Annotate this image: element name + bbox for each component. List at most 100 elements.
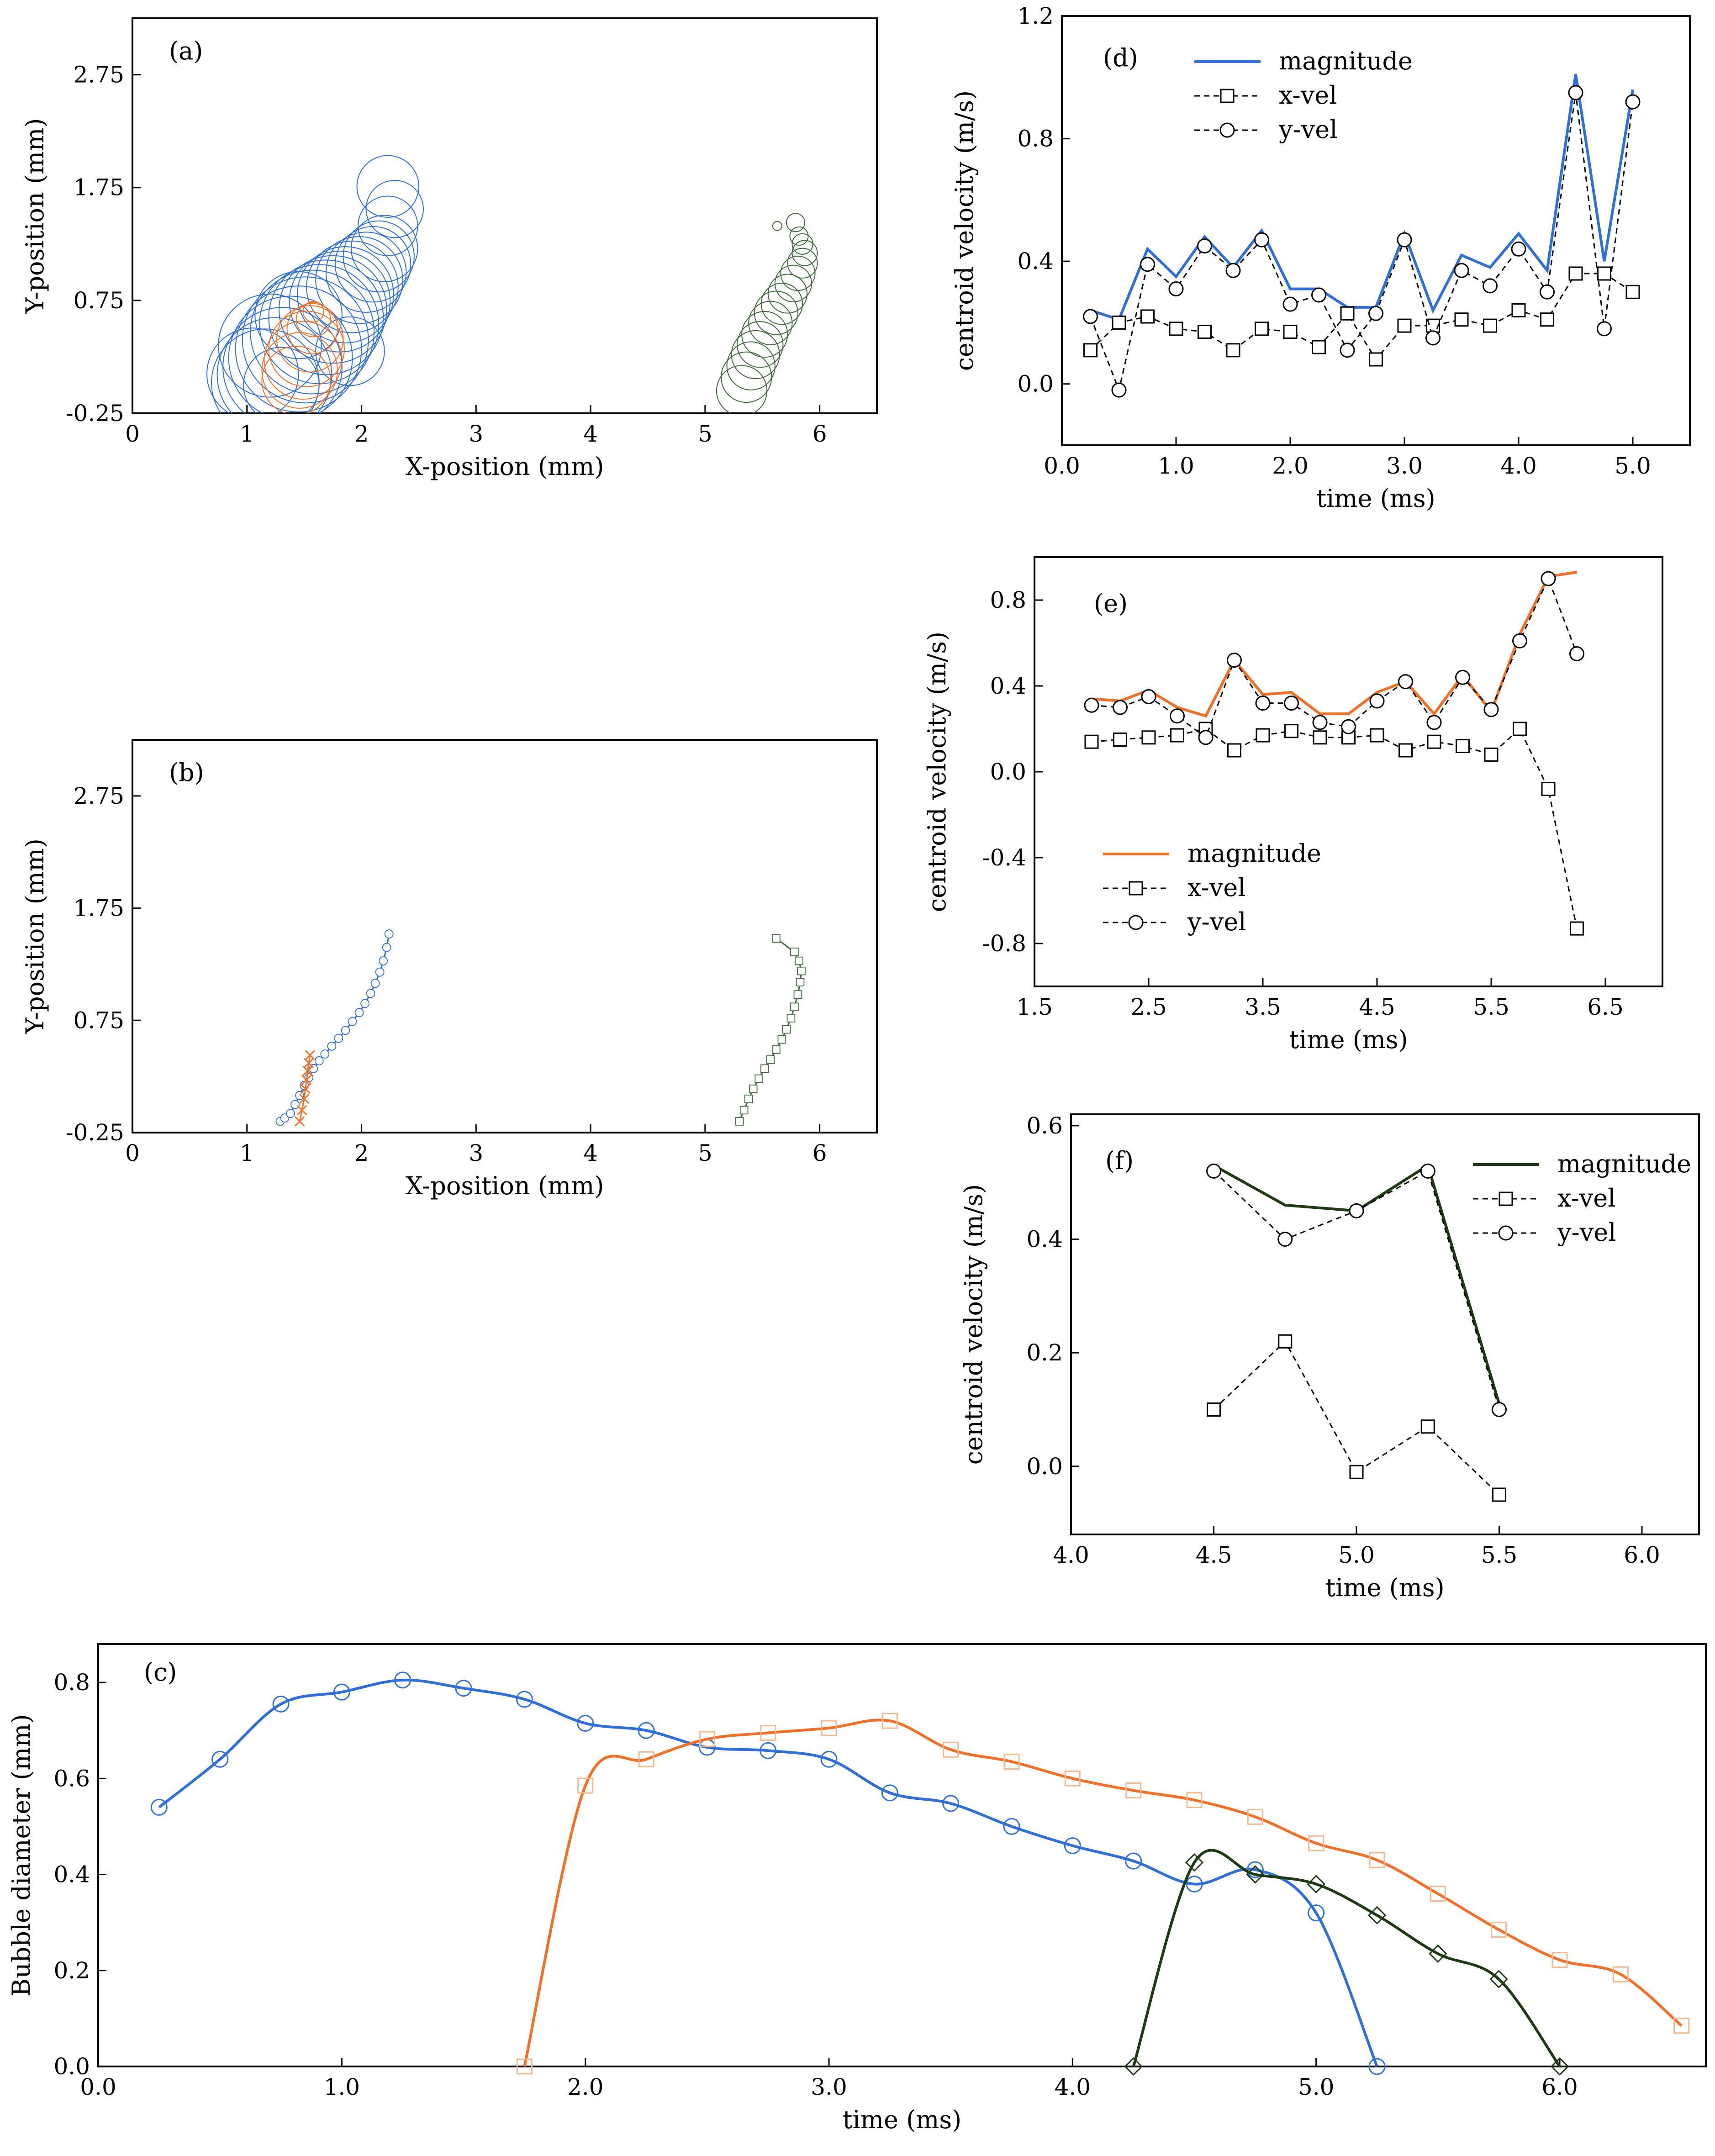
circle-marker-traj [348,1017,357,1026]
circle-marker-y-vel-d [1540,284,1555,300]
circle-marker [150,1798,168,1816]
circle-marker [272,1695,290,1713]
circle-marker-y-vel-d [1454,263,1469,278]
circle-marker [1246,1861,1264,1878]
diameter-marker [760,1742,777,1759]
circle-marker-traj [341,1026,350,1035]
y-tick-label-a: -0.25 [66,400,124,427]
square-marker-x-vel-d [1198,325,1212,339]
panel-label-b: (b) [169,758,204,787]
diamond-marker [1367,1906,1387,1925]
circle-marker-y-vel-d [1083,309,1098,324]
bubble-outline-circle [286,303,338,354]
square-marker-x-vel-e [1313,730,1327,745]
x-tick-label-e: 6.5 [1587,994,1624,1020]
bubble-outline-circle [787,248,818,279]
x-vel-line-f [1213,1340,1500,1496]
circle-marker-legend-d [1219,122,1235,138]
square-marker-x-vel-e [1256,728,1270,743]
square-marker-x-vel-d [1255,322,1269,336]
square-marker-x-vel-f [1278,1334,1293,1349]
x-tick-label-b: 2 [354,1140,369,1166]
y-tick-label-c: 0.6 [53,1765,90,1792]
panel-label-a: (a) [169,37,203,65]
diameter-marker [1125,1852,1142,1870]
diameter-marker [1186,1876,1203,1893]
diameter-marker [1125,1782,1142,1799]
square-marker-traj [766,1055,775,1064]
diamond-marker [1550,2057,1569,2076]
circle-marker [455,1680,472,1697]
square-marker [1551,1952,1568,1968]
circle-marker-y-vel-e [1426,715,1442,730]
circle-marker-y-vel-f [1349,1203,1364,1218]
square-marker-x-vel-e [1398,743,1413,758]
circle-marker-traj [354,1008,364,1017]
x-marker-stroke [295,1116,305,1127]
square-marker-x-vel-d [1454,312,1469,327]
circle-marker-y-vel-e [1341,719,1356,734]
diameter-marker [943,1741,959,1758]
square-marker-x-vel-d [1625,285,1640,299]
bubble-outline-circle [741,311,788,358]
circle-marker [1186,1876,1203,1893]
y-tick-label-b: 1.75 [74,895,124,922]
circle-marker-y-vel-e [1569,646,1584,661]
circle-marker [881,1784,898,1802]
x-tick-label-a: 1 [240,421,254,447]
square-marker [1186,1792,1203,1808]
x-axis-label-f: time (ms) [1325,1573,1444,1602]
square-marker-legend-d [1220,89,1235,103]
circle-marker-y-vel-d [1140,257,1155,272]
x-tick-label-b: 5 [698,1140,712,1166]
x-marker-traj [300,1084,311,1094]
x-tick-label-a: 3 [469,421,483,447]
diameter-marker [1367,1906,1387,1925]
circle-marker-y-vel-e [1141,689,1156,704]
y-tick-label-b: 2.75 [74,783,124,809]
y-tick-label-c: 0.0 [53,2053,90,2080]
y-tick-label-d: 0.8 [1017,126,1054,152]
circle-marker-y-vel-e [1084,697,1099,713]
x-axis-label-d: time (ms) [1316,484,1435,513]
x-tick-label-b: 4 [583,1140,598,1166]
x-marker-stroke [300,1084,311,1094]
circle-marker-y-vel-d [1311,287,1326,303]
circle-marker-traj [375,967,385,977]
circle-marker-y-vel-d [1282,296,1298,312]
diameter-marker [1430,1886,1446,1902]
diameter-marker [1003,1818,1020,1835]
square-marker-traj [795,956,803,965]
square-marker-x-vel-d [1312,340,1326,354]
bubble-outline-circle [315,316,385,386]
bubble-outline-circle [228,295,353,413]
circle-marker-traj [379,956,388,965]
x-marker-traj [305,1050,315,1060]
y-tick-label-f: 0.4 [1026,1226,1063,1253]
diameter-marker [1491,1921,1507,1938]
diameter-marker [1551,1952,1568,1968]
diameter-curve [523,1718,1683,2067]
diameter-marker [516,1691,533,1708]
circle-marker-y-vel-d [1425,330,1441,346]
trajectory-line [280,933,390,1122]
square-marker [1673,2018,1690,2034]
bubble-outline-circle [242,276,369,404]
diameter-marker [1064,1770,1081,1787]
bubble-outline-circle [792,240,818,266]
x-vel-line-e [1091,727,1578,929]
square-marker-traj [772,1045,781,1054]
diameter-marker [820,1750,838,1768]
square-marker-traj [735,1117,744,1126]
square-marker [1612,1966,1629,1982]
circle-marker-y-vel-e [1541,571,1556,586]
diameter-curve [1132,1849,1561,2067]
y-tick-label-f: 0.0 [1026,1453,1063,1480]
square-marker-x-vel-d [1568,266,1583,281]
y-tick-label-c: 0.8 [53,1669,90,1696]
square-marker [1247,1808,1263,1825]
y-tick-label-e: -0.4 [982,844,1026,871]
circle-marker-y-vel-d [1254,232,1269,248]
bubble-outline-circle [365,179,424,238]
x-tick-label-d: 1.0 [1158,453,1194,479]
